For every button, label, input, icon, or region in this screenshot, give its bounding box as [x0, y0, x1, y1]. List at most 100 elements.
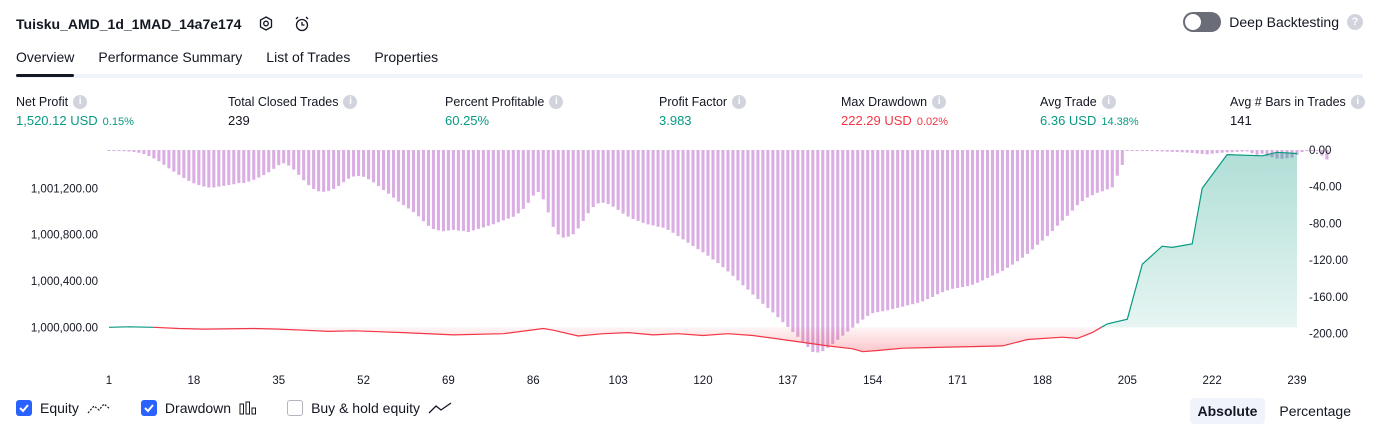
drawdown-bar: [985, 150, 990, 279]
percentage-button[interactable]: Percentage: [1279, 403, 1351, 419]
drawdown-bar: [661, 150, 665, 228]
drawdown-bar: [746, 150, 750, 290]
metric-value: 141: [1230, 113, 1252, 128]
help-icon[interactable]: ?: [1347, 14, 1363, 30]
drawdown-bar: [327, 150, 331, 191]
deep-backtesting-toggle[interactable]: [1183, 12, 1222, 32]
settings-icon[interactable]: [255, 13, 277, 35]
drawdown-checkbox[interactable]: Drawdown: [140, 400, 257, 416]
drawdown-bar: [277, 150, 281, 166]
x-axis-tick: 154: [863, 375, 883, 387]
drawdown-bar: [1085, 150, 1089, 198]
scale-switch: Absolute Percentage: [1189, 398, 1360, 424]
drawdown-bar: [706, 150, 710, 256]
drawdown-bar: [272, 150, 276, 169]
left-axis-tick: 1,000,000.00: [31, 322, 98, 334]
drawdown-bar: [416, 150, 421, 217]
info-icon[interactable]: i: [732, 94, 747, 109]
drawdown-bar: [1220, 150, 1224, 153]
drawdown-bar: [297, 150, 301, 175]
tab-overview[interactable]: Overview: [16, 44, 75, 77]
drawdown-bar: [162, 150, 166, 165]
drawdown-bar: [1140, 150, 1144, 151]
absolute-button[interactable]: Absolute: [1189, 398, 1266, 424]
equity-line-icon: [87, 403, 111, 414]
drawdown-bar: [1325, 150, 1329, 160]
drawdown-bar: [970, 150, 975, 285]
drawdown-bar: [596, 150, 600, 204]
drawdown-bar: [1170, 150, 1174, 152]
alarm-clock-icon[interactable]: [291, 13, 313, 35]
drawdown-bar: [1185, 150, 1189, 153]
drawdown-bar: [551, 150, 555, 227]
drawdown-bar: [681, 150, 685, 240]
info-icon[interactable]: i: [549, 94, 564, 109]
drawdown-bar: [921, 150, 925, 302]
drawdown-bar: [312, 150, 316, 190]
drawdown-bar: [1145, 150, 1149, 151]
drawdown-bar: [711, 150, 715, 260]
x-axis-tick: 171: [948, 375, 967, 387]
info-icon[interactable]: i: [932, 94, 947, 109]
x-axis-tick: 120: [693, 375, 712, 387]
drawdown-bar: [906, 150, 910, 306]
drawdown-bar: [107, 150, 111, 151]
tab-list-of-trades[interactable]: List of Trades: [266, 49, 351, 65]
metric-percent-profitable: Percent Profitable i 60.25%: [445, 93, 564, 130]
drawdown-bar: [676, 150, 680, 237]
info-icon[interactable]: i: [1350, 94, 1365, 109]
x-axis-tick: 69: [442, 375, 455, 387]
drawdown-bar: [831, 150, 835, 345]
drawdown-bar: [911, 150, 915, 305]
drawdown-bar: [1065, 150, 1069, 216]
drawdown-bar: [491, 150, 495, 225]
drawdown-bar: [656, 150, 660, 227]
tab-properties[interactable]: Properties: [374, 49, 439, 65]
drawdown-bar: [1125, 150, 1129, 151]
equity-checkbox[interactable]: Equity: [16, 400, 111, 416]
drawdown-bar: [546, 150, 550, 213]
drawdown-bar: [1025, 150, 1030, 254]
deep-backtesting-label: Deep Backtesting: [1229, 14, 1339, 30]
metric-net-profit: Net Profit i 1,520.12 USD 0.15%: [16, 93, 134, 130]
drawdown-bar: [941, 150, 945, 293]
buy-hold-checkbox[interactable]: Buy & hold equity: [287, 400, 452, 416]
drawdown-bar: [1195, 150, 1199, 154]
drawdown-bar: [187, 150, 191, 181]
drawdown-bar: [1295, 150, 1299, 155]
drawdown-bar: [177, 150, 181, 175]
info-icon[interactable]: i: [343, 94, 358, 109]
info-icon[interactable]: i: [73, 94, 88, 109]
drawdown-bar: [1270, 150, 1274, 158]
drawdown-bar: [671, 150, 675, 233]
metric-value: 239: [228, 113, 250, 128]
drawdown-bar: [701, 150, 705, 253]
metric-value: 222.29 USD: [841, 113, 912, 128]
drawdown-bar: [127, 150, 131, 152]
drawdown-bar: [776, 150, 780, 318]
x-axis-tick: 1: [106, 375, 112, 387]
drawdown-bar: [237, 150, 241, 184]
drawdown-label: Drawdown: [164, 400, 232, 416]
tab-performance-summary[interactable]: Performance Summary: [98, 49, 243, 65]
check-icon: [16, 400, 32, 416]
drawdown-bar: [1015, 150, 1020, 262]
x-axis-tick: 205: [1118, 375, 1137, 387]
drawdown-bar: [172, 150, 176, 172]
drawdown-bar: [421, 150, 426, 222]
drawdown-bar: [257, 150, 261, 178]
drawdown-bar: [426, 150, 431, 226]
toggle-knob: [1185, 14, 1202, 30]
drawdown-bar: [1200, 150, 1204, 154]
drawdown-bar: [975, 150, 980, 283]
metric-value: 6.36 USD: [1040, 113, 1097, 128]
right-axis-tick: 0.00: [1309, 145, 1331, 157]
info-icon[interactable]: i: [1101, 94, 1116, 109]
check-icon: [140, 400, 157, 416]
metric-total-closed-trades: Total Closed Trades i 239: [228, 93, 358, 130]
metric-percent: 0.02%: [916, 116, 949, 128]
drawdown-bar: [766, 150, 770, 308]
drawdown-bar: [232, 150, 236, 185]
drawdown-bar: [1045, 150, 1049, 237]
metric-label: Avg # Bars in Trades: [1230, 94, 1346, 109]
